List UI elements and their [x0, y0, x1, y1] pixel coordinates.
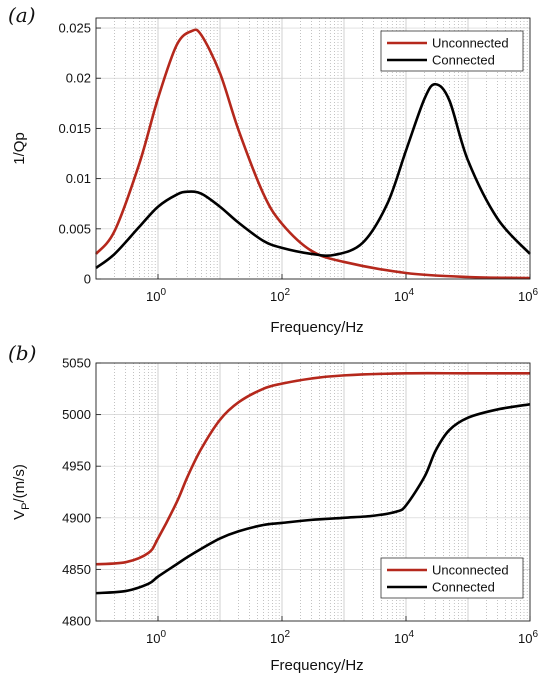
x-tick-label: 106 [518, 287, 538, 304]
x-tick-label: 100 [146, 629, 166, 646]
legend-box [380, 30, 524, 72]
x-tick-label: 102 [270, 287, 290, 304]
legend-box [380, 557, 524, 599]
legend-label-unconnected: Unconnected [432, 36, 509, 51]
x-tick-label: 104 [394, 629, 414, 646]
series-line-connected [95, 82, 531, 270]
y-tick-label: 0.015 [58, 121, 91, 136]
y-axis-label: VP/(m/s) [11, 464, 32, 520]
y-tick-label: 0.025 [58, 21, 91, 36]
legend-label-connected: Connected [432, 53, 495, 68]
panel-label: (a) [8, 3, 36, 27]
x-axis-label: Frequency/Hz [270, 319, 363, 336]
axes-box [95, 362, 531, 622]
series-line-unconnected [95, 371, 530, 566]
y-tick-label: 0 [84, 272, 91, 287]
y-tick-label: 4900 [62, 510, 91, 525]
legend-label-connected: Connected [432, 580, 495, 595]
y-tick-label: 5050 [62, 356, 91, 371]
x-tick-label: 100 [146, 287, 166, 304]
x-axis-label: Frequency/Hz [270, 657, 363, 674]
y-tick-label: 0.005 [58, 221, 91, 236]
x-tick-label: 104 [394, 287, 414, 304]
series-line-connected [95, 402, 531, 595]
panel-label: (b) [8, 341, 36, 365]
y-tick-label: 0.01 [66, 171, 91, 186]
x-tick-label: 102 [270, 629, 290, 646]
legend: Unconnected Connected [380, 557, 524, 599]
x-tick-label: 106 [518, 629, 538, 646]
legend-label-unconnected: Unconnected [432, 563, 509, 578]
y-tick-label: 5000 [62, 407, 91, 422]
chart-panel-a: 0 0.005 0.01 0.015 0.02 0.025 100 102 104 106 Freq… [8, 3, 538, 336]
y-tick-label: 4800 [62, 614, 91, 629]
y-tick-label: 4850 [62, 562, 91, 577]
y-axis-label: 1/Qp [11, 132, 28, 165]
y-tick-label: 0.02 [66, 71, 91, 86]
axes-box [95, 17, 531, 280]
legend: Unconnected Connected [380, 30, 524, 72]
series-line-unconnected [94, 28, 531, 280]
chart-panel-b: 4800 4850 4900 4950 5000 5050 100 102 104 106 Freq… [8, 341, 538, 674]
y-tick-label: 4950 [62, 459, 91, 474]
